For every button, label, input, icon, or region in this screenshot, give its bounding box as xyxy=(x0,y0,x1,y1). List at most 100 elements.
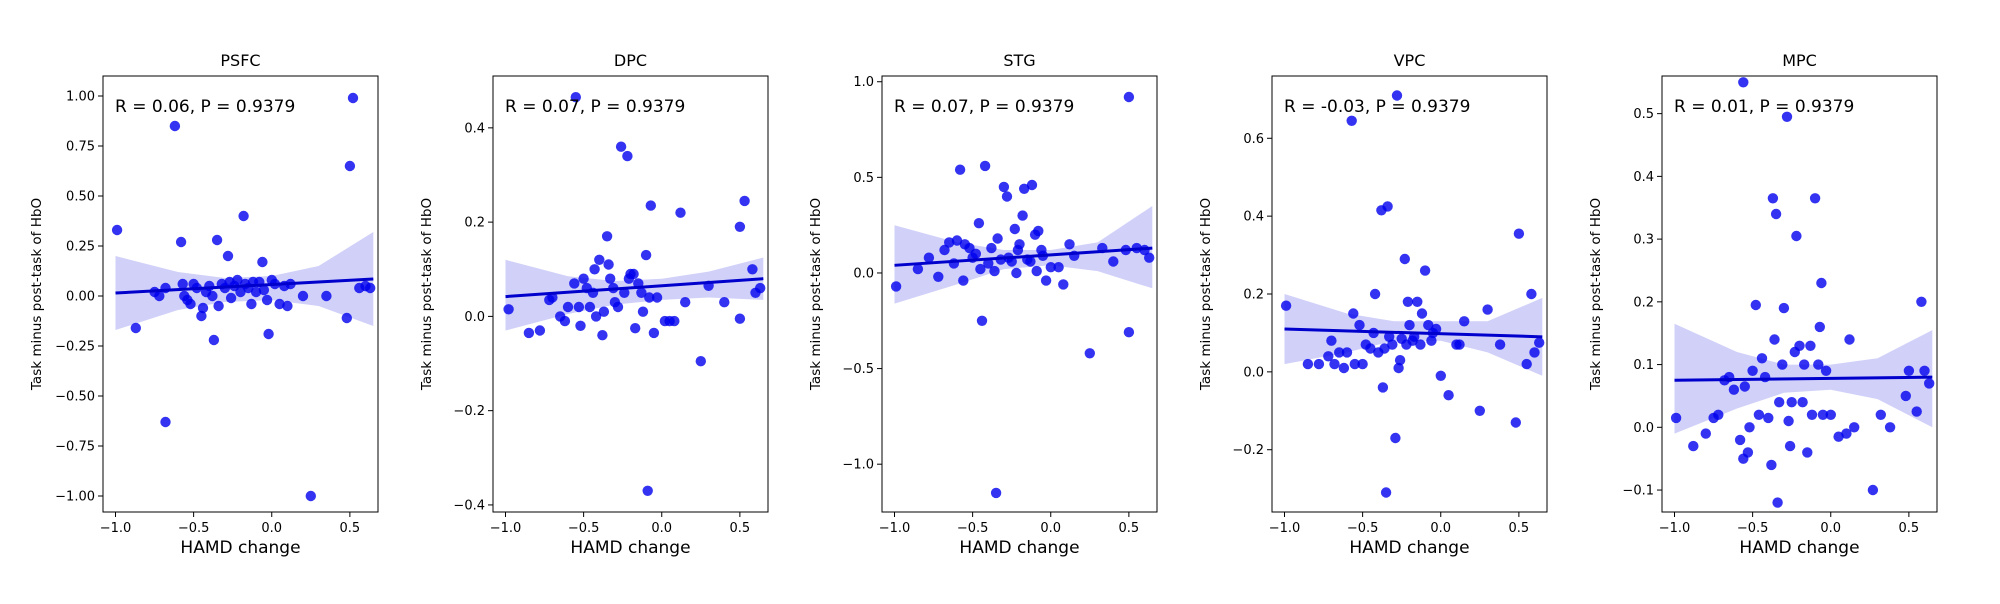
data-point xyxy=(257,256,268,268)
regression-line xyxy=(505,277,764,299)
x-tick-label: 0.0 xyxy=(1820,521,1841,536)
x-axis-label: HAMD change xyxy=(959,538,1079,558)
y-tick-label: 0.4 xyxy=(464,121,485,136)
data-point xyxy=(1534,337,1545,348)
data-point xyxy=(534,325,546,336)
data-point xyxy=(1778,302,1790,314)
data-point xyxy=(111,224,123,236)
data-point xyxy=(1377,382,1389,393)
data-point xyxy=(975,263,986,275)
data-point xyxy=(1688,440,1699,452)
data-point xyxy=(232,274,243,286)
y-tick-label: 0.50 xyxy=(66,190,95,205)
data-point xyxy=(1510,417,1522,428)
data-point xyxy=(1338,362,1350,374)
data-point xyxy=(1814,321,1826,333)
axes-frame xyxy=(492,75,769,513)
x-tick-label: 0.0 xyxy=(1430,521,1451,536)
data-point xyxy=(1108,256,1119,267)
data-point xyxy=(1341,347,1353,358)
data-point xyxy=(305,490,316,502)
data-point xyxy=(989,265,1000,277)
data-point xyxy=(1040,275,1052,286)
data-point xyxy=(211,234,223,246)
chart-title: DPC xyxy=(614,51,647,70)
regression-line xyxy=(115,277,374,295)
data-point xyxy=(990,487,1002,499)
data-point xyxy=(695,356,706,367)
data-point xyxy=(1900,390,1912,402)
data-point xyxy=(1394,355,1406,366)
y-tick-label: −0.50 xyxy=(55,390,95,405)
data-point xyxy=(622,150,633,162)
stats-annotation: R = 0.07, P = 0.9379 xyxy=(505,97,685,117)
y-tick-label: −0.2 xyxy=(453,404,485,419)
data-point xyxy=(1412,296,1423,307)
regression-line xyxy=(894,246,1153,267)
data-point xyxy=(998,181,1010,193)
x-tick-label: 0.0 xyxy=(261,521,282,536)
data-point xyxy=(263,328,274,340)
data-point xyxy=(154,290,165,302)
data-point xyxy=(1033,225,1044,237)
y-tick-label: −0.75 xyxy=(55,440,95,455)
data-point xyxy=(642,485,653,496)
data-point xyxy=(640,249,652,261)
data-point xyxy=(1084,348,1096,359)
y-tick-label: −1.00 xyxy=(55,490,95,505)
data-point xyxy=(1404,319,1415,331)
data-point xyxy=(1391,90,1403,101)
data-point xyxy=(1817,409,1829,420)
data-point xyxy=(1393,362,1404,374)
data-point xyxy=(1018,183,1030,194)
chart-panel-psfc: −1.0 −0.5 0.0 0.5 −1.00 −0.75 −0.50 −0.25 0.00 0.… xyxy=(29,51,379,558)
data-point xyxy=(1009,223,1020,235)
data-point xyxy=(1867,484,1879,496)
data-point xyxy=(675,207,686,218)
data-point xyxy=(282,300,293,312)
data-point xyxy=(1144,252,1155,263)
data-point xyxy=(651,292,663,303)
data-point xyxy=(261,294,273,306)
data-point xyxy=(1844,334,1855,345)
data-point xyxy=(1799,359,1810,370)
data-point xyxy=(719,297,730,308)
y-axis-label: Task minus post-task of HbO xyxy=(29,198,45,391)
data-point xyxy=(597,330,608,341)
data-point xyxy=(601,231,613,242)
y-tick-label: 0.5 xyxy=(1633,107,1654,122)
data-point xyxy=(1670,412,1682,424)
data-point xyxy=(1313,358,1325,370)
data-point xyxy=(1911,406,1922,417)
scatter-points xyxy=(890,91,1155,499)
data-point xyxy=(1916,296,1927,307)
y-tick-label: −0.2 xyxy=(1232,443,1264,458)
data-point xyxy=(207,290,218,302)
x-tick-label: 0.5 xyxy=(1899,521,1920,536)
data-point xyxy=(1426,335,1437,346)
chart-panel-dpc: −1.0 −0.5 0.0 0.5 −0.4 −0.2 0.0 0.2 0.4 DPC HAMD c… xyxy=(419,51,769,558)
y-tick-label: 0.5 xyxy=(853,171,874,186)
data-point xyxy=(208,334,220,346)
axes-frame xyxy=(1661,75,1938,513)
data-point xyxy=(983,258,994,269)
data-point xyxy=(1369,288,1381,300)
data-point xyxy=(559,315,571,327)
data-point xyxy=(1919,365,1930,376)
data-point xyxy=(297,290,309,302)
data-point xyxy=(637,306,649,317)
data-point xyxy=(986,242,997,254)
axes-frame xyxy=(881,75,1158,513)
data-point xyxy=(933,271,944,282)
data-point xyxy=(1816,277,1827,289)
data-point xyxy=(185,298,196,310)
y-axis-label: Task minus post-task of HbO xyxy=(419,198,435,391)
stats-annotation: R = -0.03, P = 0.9379 xyxy=(1284,97,1470,117)
data-point xyxy=(1739,381,1751,392)
data-point xyxy=(1784,440,1796,452)
data-point xyxy=(570,92,581,103)
data-point xyxy=(258,284,270,296)
regression-line xyxy=(1284,327,1543,339)
y-tick-label: 0.00 xyxy=(66,290,95,305)
data-point xyxy=(958,275,969,286)
